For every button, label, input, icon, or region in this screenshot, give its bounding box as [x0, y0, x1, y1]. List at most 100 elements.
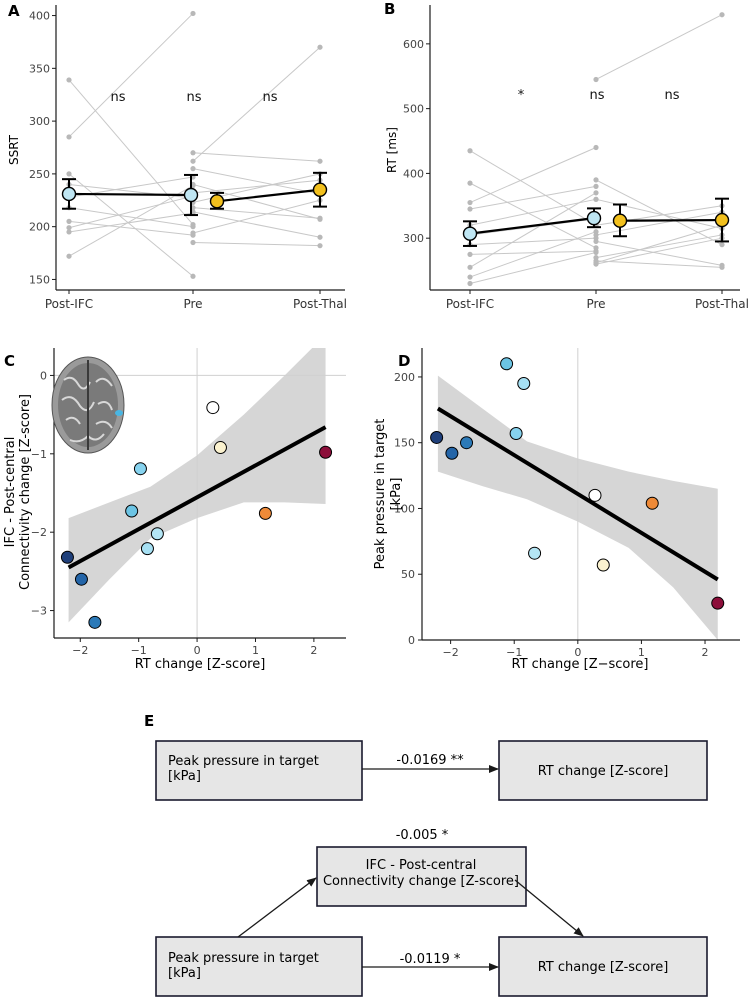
- b-mean-point: [612, 213, 628, 228]
- a-subject-line: [192, 152, 321, 162]
- a-subject-point: [66, 218, 72, 224]
- b-subject-point: [719, 264, 725, 270]
- c-ytick-label: 0: [40, 369, 47, 382]
- panel-a-ssrt-chart: 150 200 250 300 350 400 Post-IFC Pre Post-Thal n…: [7, 5, 347, 311]
- c-xtick-label: 2: [310, 644, 317, 657]
- a-xtick-label: Pre: [183, 297, 202, 311]
- b-significance-label: ns: [664, 88, 679, 103]
- panel-c-y-axis-label-line1: IFC - Post-central: [3, 437, 18, 548]
- mediator-box: [316, 846, 527, 907]
- a-significance-label: ns: [262, 90, 277, 105]
- panel-label-b: B: [384, 0, 395, 18]
- c-xtick-label: −2: [72, 644, 88, 657]
- a-ytick-label: 250: [29, 168, 50, 181]
- panel-b-rt-chart: 300 400 500 600 Post-IFC Pre Post-Thal * ns ns R…: [385, 5, 749, 311]
- b-subject-point: [593, 76, 599, 83]
- d-data-point: [645, 496, 659, 510]
- d-data-point: [500, 357, 514, 371]
- a-subject-point: [190, 150, 196, 156]
- b-mean-point: [714, 212, 730, 228]
- a-ytick-label: 200: [29, 221, 50, 234]
- a-subject-point: [317, 158, 323, 164]
- bottom-predictor-line2: [kPa]: [168, 966, 201, 981]
- a-significance-label: ns: [186, 90, 201, 105]
- a-mean-point: [183, 187, 199, 203]
- a-subject-point: [66, 229, 72, 235]
- c-data-point: [206, 401, 220, 415]
- b-subject-point: [719, 242, 725, 248]
- c-data-point: [88, 615, 102, 629]
- b-subject-line: [595, 179, 723, 246]
- b-subject-point: [593, 177, 599, 183]
- a-xtick-label: Post-Thal: [293, 297, 347, 311]
- top-outcome-box: [498, 740, 708, 801]
- a-subject-line: [192, 242, 321, 247]
- a-subject-point: [190, 273, 196, 279]
- a-subject-point: [66, 77, 72, 83]
- b-subject-point: [593, 183, 599, 189]
- predictor-to-mediator-arrow: [237, 877, 317, 938]
- b-mean-line: [619, 218, 723, 222]
- mediator-path-coef: -0.005 *: [396, 828, 449, 843]
- c-xtick-label: −1: [131, 644, 147, 657]
- d-data-point: [509, 426, 523, 440]
- a-xtick-label: Post-IFC: [45, 297, 93, 311]
- b-mean-point: [586, 210, 602, 226]
- b-subject-point: [467, 206, 473, 212]
- c-data-point: [74, 572, 88, 586]
- a-mean-point: [209, 194, 225, 209]
- d-xtick-label: 0: [574, 646, 581, 659]
- a-subject-point: [317, 215, 323, 221]
- brain-inset-image: [51, 356, 125, 454]
- bottom-predictor-box: [155, 936, 363, 997]
- c-data-point: [140, 542, 154, 556]
- a-subject-point: [66, 253, 72, 259]
- b-subject-line: [469, 192, 597, 268]
- a-subject-line: [68, 220, 194, 236]
- a-subject-point: [190, 239, 196, 246]
- a-subject-line: [68, 207, 194, 228]
- a-subject-line: [68, 173, 194, 277]
- b-xtick-label: Post-Thal: [695, 297, 749, 311]
- panel-b-y-axis-label: RT [ms]: [385, 127, 399, 173]
- mediator-line1: IFC - Post-central: [366, 858, 477, 873]
- a-subject-line: [192, 211, 321, 238]
- b-subject-point: [593, 196, 599, 202]
- a-ytick-label: 400: [29, 10, 50, 23]
- panel-d-x-axis-label: RT change [Z−score]: [511, 657, 648, 672]
- a-subject-point: [190, 158, 196, 164]
- d-ytick-label: 150: [394, 437, 415, 450]
- panel-label-d: D: [398, 352, 410, 370]
- b-subject-line: [595, 224, 723, 264]
- d-ytick-label: 100: [394, 502, 415, 515]
- b-subject-point: [593, 144, 599, 151]
- a-mean-line: [68, 192, 192, 197]
- a-significance-label: ns: [110, 90, 125, 105]
- d-data-point: [711, 596, 725, 610]
- d-data-point: [588, 488, 602, 502]
- a-subject-line: [192, 46, 321, 162]
- brain-roi-highlight: [115, 410, 123, 416]
- panel-label-a: A: [8, 2, 20, 20]
- b-subject-line: [469, 185, 597, 210]
- a-subject-line: [68, 212, 194, 233]
- mediator-to-outcome-arrow: [514, 879, 584, 937]
- b-ytick-label: 600: [403, 38, 424, 51]
- a-subject-point: [190, 224, 196, 230]
- a-mean-point: [312, 182, 328, 197]
- b-mean-line: [469, 217, 595, 235]
- b-significance-label: ns: [589, 88, 604, 103]
- b-xtick-label: Post-IFC: [446, 297, 494, 311]
- a-subject-point: [317, 243, 323, 249]
- top-predictor-box: [155, 740, 363, 801]
- d-xtick-label: 2: [702, 646, 709, 659]
- b-subject-point: [467, 274, 473, 280]
- c-ytick-label: −1: [31, 448, 47, 461]
- top-predictor-line2: [kPa]: [168, 769, 201, 784]
- d-xtick-label: −1: [506, 646, 522, 659]
- a-subject-line: [192, 168, 321, 195]
- b-subject-point: [593, 261, 599, 267]
- c-data-point: [319, 445, 333, 459]
- b-subject-point: [467, 251, 473, 257]
- d-data-point: [596, 558, 610, 572]
